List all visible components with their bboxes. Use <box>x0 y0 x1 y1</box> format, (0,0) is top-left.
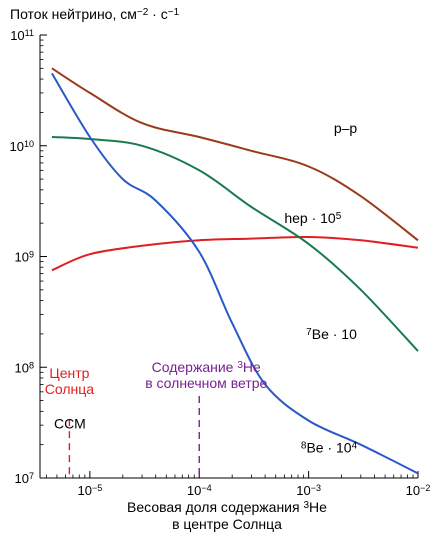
tick-marks <box>40 34 419 479</box>
series-line-pp <box>51 67 419 242</box>
y-tick-label: 107 <box>15 471 34 486</box>
solar-wind-label: в солнечном ветре <box>145 375 267 391</box>
y-tick-label: 109 <box>15 250 34 265</box>
series-line-be7 <box>51 136 419 352</box>
series-label-hep: hep · 105 <box>284 210 341 226</box>
solar-wind-label: Содержание 3He <box>152 359 261 375</box>
x-axis-label-line1: Весовая доля содержания 3He <box>127 499 327 515</box>
x-tick-label: 10−5 <box>78 483 103 498</box>
sun-center-label: Центр <box>49 365 89 381</box>
series-label-be7: 7Be · 10 <box>306 326 357 342</box>
x-tick-label: 10−4 <box>187 483 212 498</box>
y-tick-label: 1010 <box>10 139 34 154</box>
title: Поток нейтрино, см−2 · с−1 <box>10 6 180 22</box>
series-labels: p–p hep · 105 7Be · 10 8Be · 104 <box>284 120 357 455</box>
sun-center-label: Солнца <box>45 381 95 397</box>
y-tick-label: 1011 <box>10 28 34 43</box>
axes <box>39 35 418 479</box>
y-tick-label: 108 <box>15 360 34 375</box>
series-line-be8 <box>51 72 419 475</box>
x-axis-label: Весовая доля содержания 3He в центре Сол… <box>127 499 327 532</box>
x-tick-label: 10−3 <box>296 483 321 498</box>
tick-labels: 107 108 109 1010 1011 10−5 10−4 10−3 10−2 <box>10 28 431 498</box>
series-label-pp: p–p <box>334 120 358 136</box>
series-label-be8: 8Be · 104 <box>301 439 358 455</box>
x-axis-label-line2: в центре Солнца <box>172 516 282 532</box>
series-lines <box>51 67 419 475</box>
ssm-label: ССМ <box>54 415 86 431</box>
series-line-hep <box>51 235 419 272</box>
x-tick-label: 10−2 <box>406 483 431 498</box>
chart-title: Поток нейтрино, см−2 · с−1 <box>10 6 180 22</box>
